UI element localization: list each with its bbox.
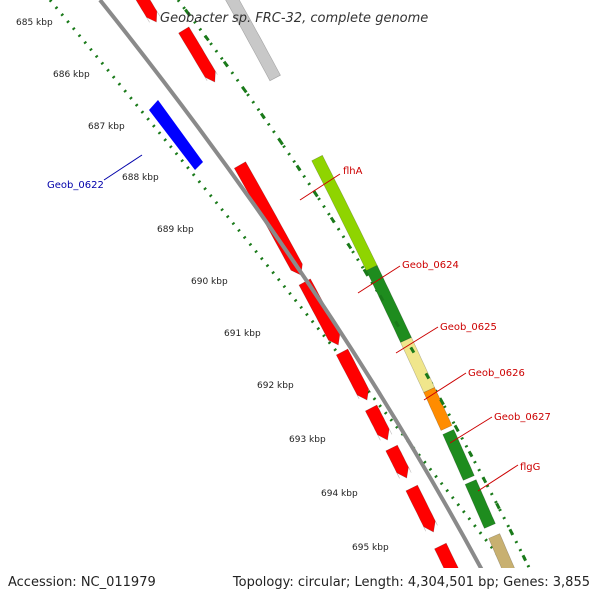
gene-feature[interactable] bbox=[488, 533, 527, 600]
scale-label: 689 kbp bbox=[157, 225, 194, 235]
cds-feature[interactable] bbox=[434, 542, 471, 600]
major-tick bbox=[409, 346, 416, 354]
scale-labels: 685 kbp 686 kbp 687 kbp 688 kbp 689 kbp … bbox=[16, 18, 389, 553]
major-tick bbox=[439, 398, 445, 406]
geob-0624-leader bbox=[357, 265, 401, 294]
cds-feature[interactable] bbox=[298, 278, 342, 346]
cds-feature[interactable] bbox=[364, 404, 393, 441]
major-tick bbox=[362, 268, 369, 276]
cds-feature[interactable] bbox=[222, 0, 281, 82]
scale-label: 695 kbp bbox=[352, 543, 389, 553]
outer-scale-track bbox=[48, 0, 510, 568]
major-tick bbox=[312, 190, 319, 198]
scale-label: 691 kbp bbox=[224, 329, 261, 339]
scale-label: 692 kbp bbox=[257, 381, 294, 391]
major-tick bbox=[508, 528, 514, 536]
major-tick bbox=[259, 112, 266, 120]
inner-scale-track bbox=[176, 0, 531, 568]
gene-label-flha[interactable]: flhA bbox=[343, 166, 363, 177]
major-tick bbox=[467, 450, 474, 458]
flgg-leader bbox=[477, 464, 519, 492]
geob-0627-leader bbox=[449, 416, 493, 444]
major-tick bbox=[378, 294, 385, 302]
major-tick bbox=[222, 60, 229, 68]
genome-summary-text: Topology: circular; Length: 4,304,501 bp… bbox=[232, 575, 590, 590]
gene-flgg[interactable] bbox=[464, 479, 496, 529]
cds-feature[interactable] bbox=[405, 484, 438, 533]
gene-label-flgg[interactable]: flgG bbox=[520, 462, 540, 473]
scale-label: 694 kbp bbox=[321, 489, 358, 499]
scale-label: 685 kbp bbox=[16, 18, 53, 28]
feature-track bbox=[132, 0, 527, 600]
geob-0622-leader bbox=[103, 154, 143, 181]
major-tick bbox=[184, 8, 191, 16]
geob-0626-leader bbox=[423, 372, 467, 401]
gene-geob-0625[interactable] bbox=[400, 337, 435, 393]
gene-label-geob-0624[interactable]: Geob_0624 bbox=[402, 260, 459, 271]
gene-label-geob-0626[interactable]: Geob_0626 bbox=[468, 368, 525, 379]
accession-text: Accession: NC_011979 bbox=[8, 575, 156, 590]
scale-label: 693 kbp bbox=[289, 435, 326, 445]
cds-feature[interactable] bbox=[335, 348, 371, 401]
major-tick bbox=[295, 164, 302, 172]
gene-geob-0624[interactable] bbox=[365, 264, 412, 343]
map-plot-area: 685 kbp 686 kbp 687 kbp 688 kbp 689 kbp … bbox=[16, 0, 551, 600]
cds-feature[interactable] bbox=[178, 26, 218, 83]
cds-feature[interactable] bbox=[385, 444, 412, 479]
gene-label-geob-0625[interactable]: Geob_0625 bbox=[440, 322, 497, 333]
scale-label: 686 kbp bbox=[53, 70, 90, 80]
major-ticks bbox=[184, 8, 527, 562]
map-title: Geobacter sp. FRC-32, complete genome bbox=[160, 11, 428, 26]
major-tick bbox=[277, 138, 284, 146]
gene-label-geob-0622[interactable]: Geob_0622 bbox=[47, 180, 104, 191]
cds-feature[interactable] bbox=[132, 0, 161, 23]
flha-leader bbox=[299, 173, 341, 201]
major-tick bbox=[329, 216, 336, 224]
major-tick bbox=[241, 86, 248, 94]
gene-label-geob-0627[interactable]: Geob_0627 bbox=[494, 412, 551, 423]
scale-label: 690 kbp bbox=[191, 277, 228, 287]
genome-backbone bbox=[98, 0, 484, 568]
major-tick bbox=[453, 424, 460, 432]
gene-geob-0622[interactable] bbox=[149, 100, 203, 170]
major-tick bbox=[521, 554, 527, 562]
major-tick bbox=[203, 34, 210, 42]
major-tick bbox=[346, 242, 353, 250]
major-tick bbox=[481, 476, 488, 484]
gene-label-callouts: Geob_0622 flhA Geob_0624 Geob_0625 Geob_… bbox=[47, 154, 551, 492]
major-tick bbox=[495, 502, 501, 510]
scale-label: 688 kbp bbox=[122, 173, 159, 183]
major-tick bbox=[394, 320, 400, 328]
gene-geob-0626[interactable] bbox=[423, 387, 453, 431]
scale-label: 687 kbp bbox=[88, 122, 125, 132]
major-tick bbox=[424, 372, 431, 380]
geob-0625-leader bbox=[395, 326, 439, 354]
